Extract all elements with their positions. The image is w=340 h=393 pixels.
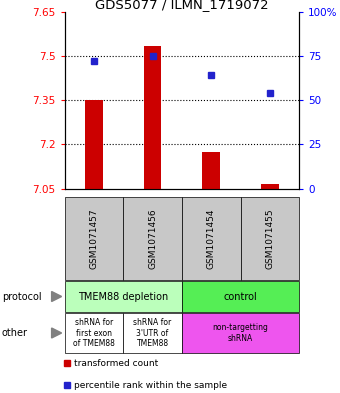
Text: GSM1071455: GSM1071455 (266, 208, 274, 269)
Bar (65, 281, 182, 312)
Bar (182, 197, 240, 280)
Bar (182, 313, 299, 353)
Text: shRNA for
first exon
of TMEM88: shRNA for first exon of TMEM88 (73, 318, 115, 348)
Bar (123, 197, 182, 280)
Text: shRNA for
3'UTR of
TMEM88: shRNA for 3'UTR of TMEM88 (133, 318, 172, 348)
Bar (182, 281, 299, 312)
Text: control: control (224, 292, 257, 301)
Text: non-targetting
shRNA: non-targetting shRNA (212, 323, 269, 343)
Text: GSM1071457: GSM1071457 (89, 208, 98, 269)
Text: GSM1071454: GSM1071454 (207, 208, 216, 269)
Text: percentile rank within the sample: percentile rank within the sample (73, 380, 227, 389)
Polygon shape (52, 292, 62, 301)
Bar (85, 100, 103, 189)
Text: other: other (2, 328, 28, 338)
Polygon shape (52, 328, 62, 338)
Text: transformed count: transformed count (73, 358, 158, 367)
Bar (202, 152, 220, 189)
Text: protocol: protocol (2, 292, 41, 301)
Bar (65, 313, 123, 353)
Bar (144, 46, 162, 189)
Bar (123, 313, 182, 353)
Text: TMEM88 depletion: TMEM88 depletion (78, 292, 168, 301)
Text: GSM1071456: GSM1071456 (148, 208, 157, 269)
Bar (65, 197, 123, 280)
Bar (261, 184, 279, 189)
Bar (240, 197, 299, 280)
Title: GDS5077 / ILMN_1719072: GDS5077 / ILMN_1719072 (95, 0, 269, 11)
